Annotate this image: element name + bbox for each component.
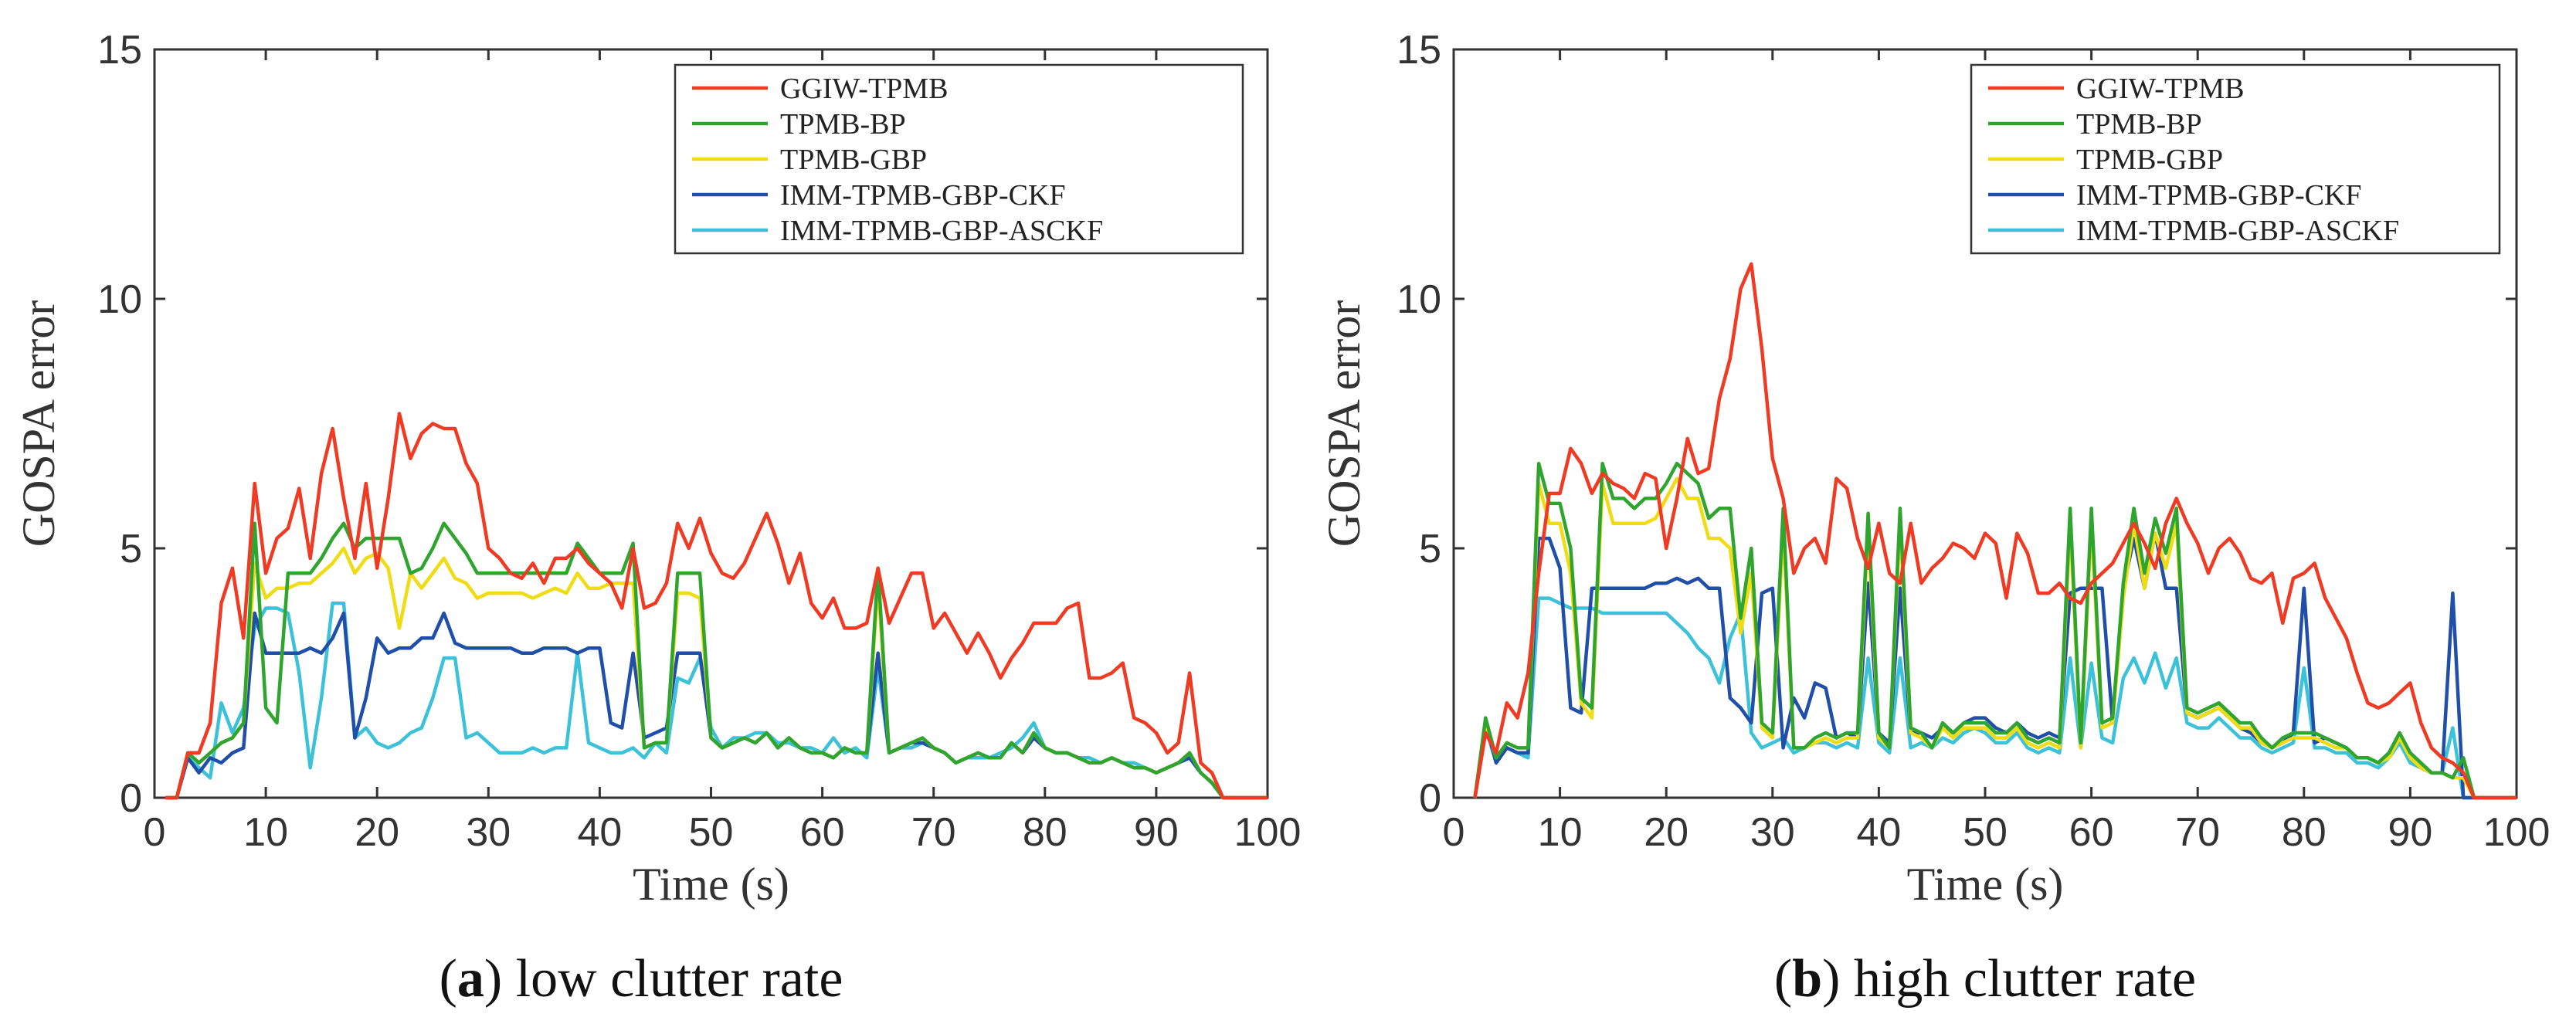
y-tick-label: 5 <box>120 527 142 571</box>
y-axis-label: GOSPA error <box>13 300 64 548</box>
y-tick-label: 15 <box>1397 28 1441 73</box>
y-tick-label: 0 <box>120 776 142 821</box>
x-axis-label: Time (s) <box>633 859 789 910</box>
caption-text: high clutter rate <box>1840 949 2196 1009</box>
x-tick-label: 0 <box>144 810 166 855</box>
series-line-imm-tpmb-gbp-asckf <box>1473 596 2517 800</box>
caption-paren: ) <box>484 949 502 1009</box>
y-tick-label: 10 <box>97 277 142 322</box>
y-tick-label: 10 <box>1397 277 1441 322</box>
legend-entry: TPMB-GBP <box>2076 144 2223 176</box>
legend-entry: GGIW-TPMB <box>780 73 948 105</box>
chart-panel-a: 0 10 20 30 40 50 60 70 80 90 100 0 5 10 15 Time (s) GOSP… <box>13 28 1301 1009</box>
x-tick-label: 40 <box>577 810 622 855</box>
series-line-ggiw-tpmb <box>165 412 1268 800</box>
legend-entry: IMM-TPMB-GBP-CKF <box>2076 179 2362 212</box>
x-tick-label: 40 <box>1856 810 1901 855</box>
series-line-ggiw-tpmb <box>1473 262 2517 800</box>
x-tick-label: 70 <box>911 810 956 855</box>
caption-paren: ( <box>440 949 457 1009</box>
x-tick-label: 50 <box>1963 810 2008 855</box>
x-tick-label: 100 <box>1234 810 1302 855</box>
chart-panel-b: 0 10 20 30 40 50 60 70 80 90 100 0 5 10 15 Time (s) GOSP… <box>1319 28 2550 1009</box>
x-tick-label: 30 <box>466 810 511 855</box>
legend-entry: IMM-TPMB-GBP-CKF <box>780 179 1066 212</box>
x-tick-label: 60 <box>2069 810 2114 855</box>
x-tick-label: 10 <box>243 810 288 855</box>
legend-entry: TPMB-GBP <box>780 144 927 176</box>
x-tick-label: 30 <box>1750 810 1795 855</box>
series-line-tpmb-bp <box>1473 461 2517 800</box>
x-tick-label: 50 <box>689 810 734 855</box>
legend-box <box>674 63 1244 255</box>
x-tick-label: 60 <box>800 810 845 855</box>
legend-entry: TPMB-BP <box>780 108 906 141</box>
x-tick-label: 80 <box>1023 810 1067 855</box>
series-line-imm-tpmb-gbp-asckf <box>165 601 1268 800</box>
legend-entry: TPMB-BP <box>2076 108 2202 141</box>
x-tick-label: 80 <box>2282 810 2327 855</box>
x-tick-label: 90 <box>2388 810 2432 855</box>
legend-entry: GGIW-TPMB <box>2076 73 2244 105</box>
y-axis-label: GOSPA error <box>1319 300 1369 548</box>
x-tick-label: 100 <box>2483 810 2551 855</box>
y-tick-label: 15 <box>97 28 142 73</box>
legend-entry: IMM-TPMB-GBP-ASCKF <box>2076 215 2399 247</box>
x-tick-label: 10 <box>1538 810 1583 855</box>
x-tick-label: 90 <box>1134 810 1179 855</box>
caption-text: low clutter rate <box>502 949 843 1009</box>
x-tick-label: 0 <box>1443 810 1465 855</box>
caption-letter: b <box>1792 949 1822 1009</box>
x-tick-label: 20 <box>1644 810 1688 855</box>
series-line-imm-tpmb-gbp-ckf <box>165 611 1268 800</box>
caption-letter: a <box>457 949 484 1009</box>
legend-entry: IMM-TPMB-GBP-ASCKF <box>780 215 1103 247</box>
caption-paren: ) <box>1822 949 1840 1009</box>
panel-caption: (a) low clutter rate <box>440 949 843 1009</box>
x-axis-label: Time (s) <box>1907 859 2064 910</box>
panel-caption: (b) high clutter rate <box>1774 949 2196 1009</box>
y-tick-label: 0 <box>1419 776 1441 821</box>
series-line-tpmb-gbp <box>1473 476 2517 800</box>
x-tick-label: 70 <box>2175 810 2220 855</box>
y-tick-label: 5 <box>1419 527 1441 571</box>
x-tick-label: 20 <box>355 810 399 855</box>
caption-paren: ( <box>1774 949 1792 1009</box>
